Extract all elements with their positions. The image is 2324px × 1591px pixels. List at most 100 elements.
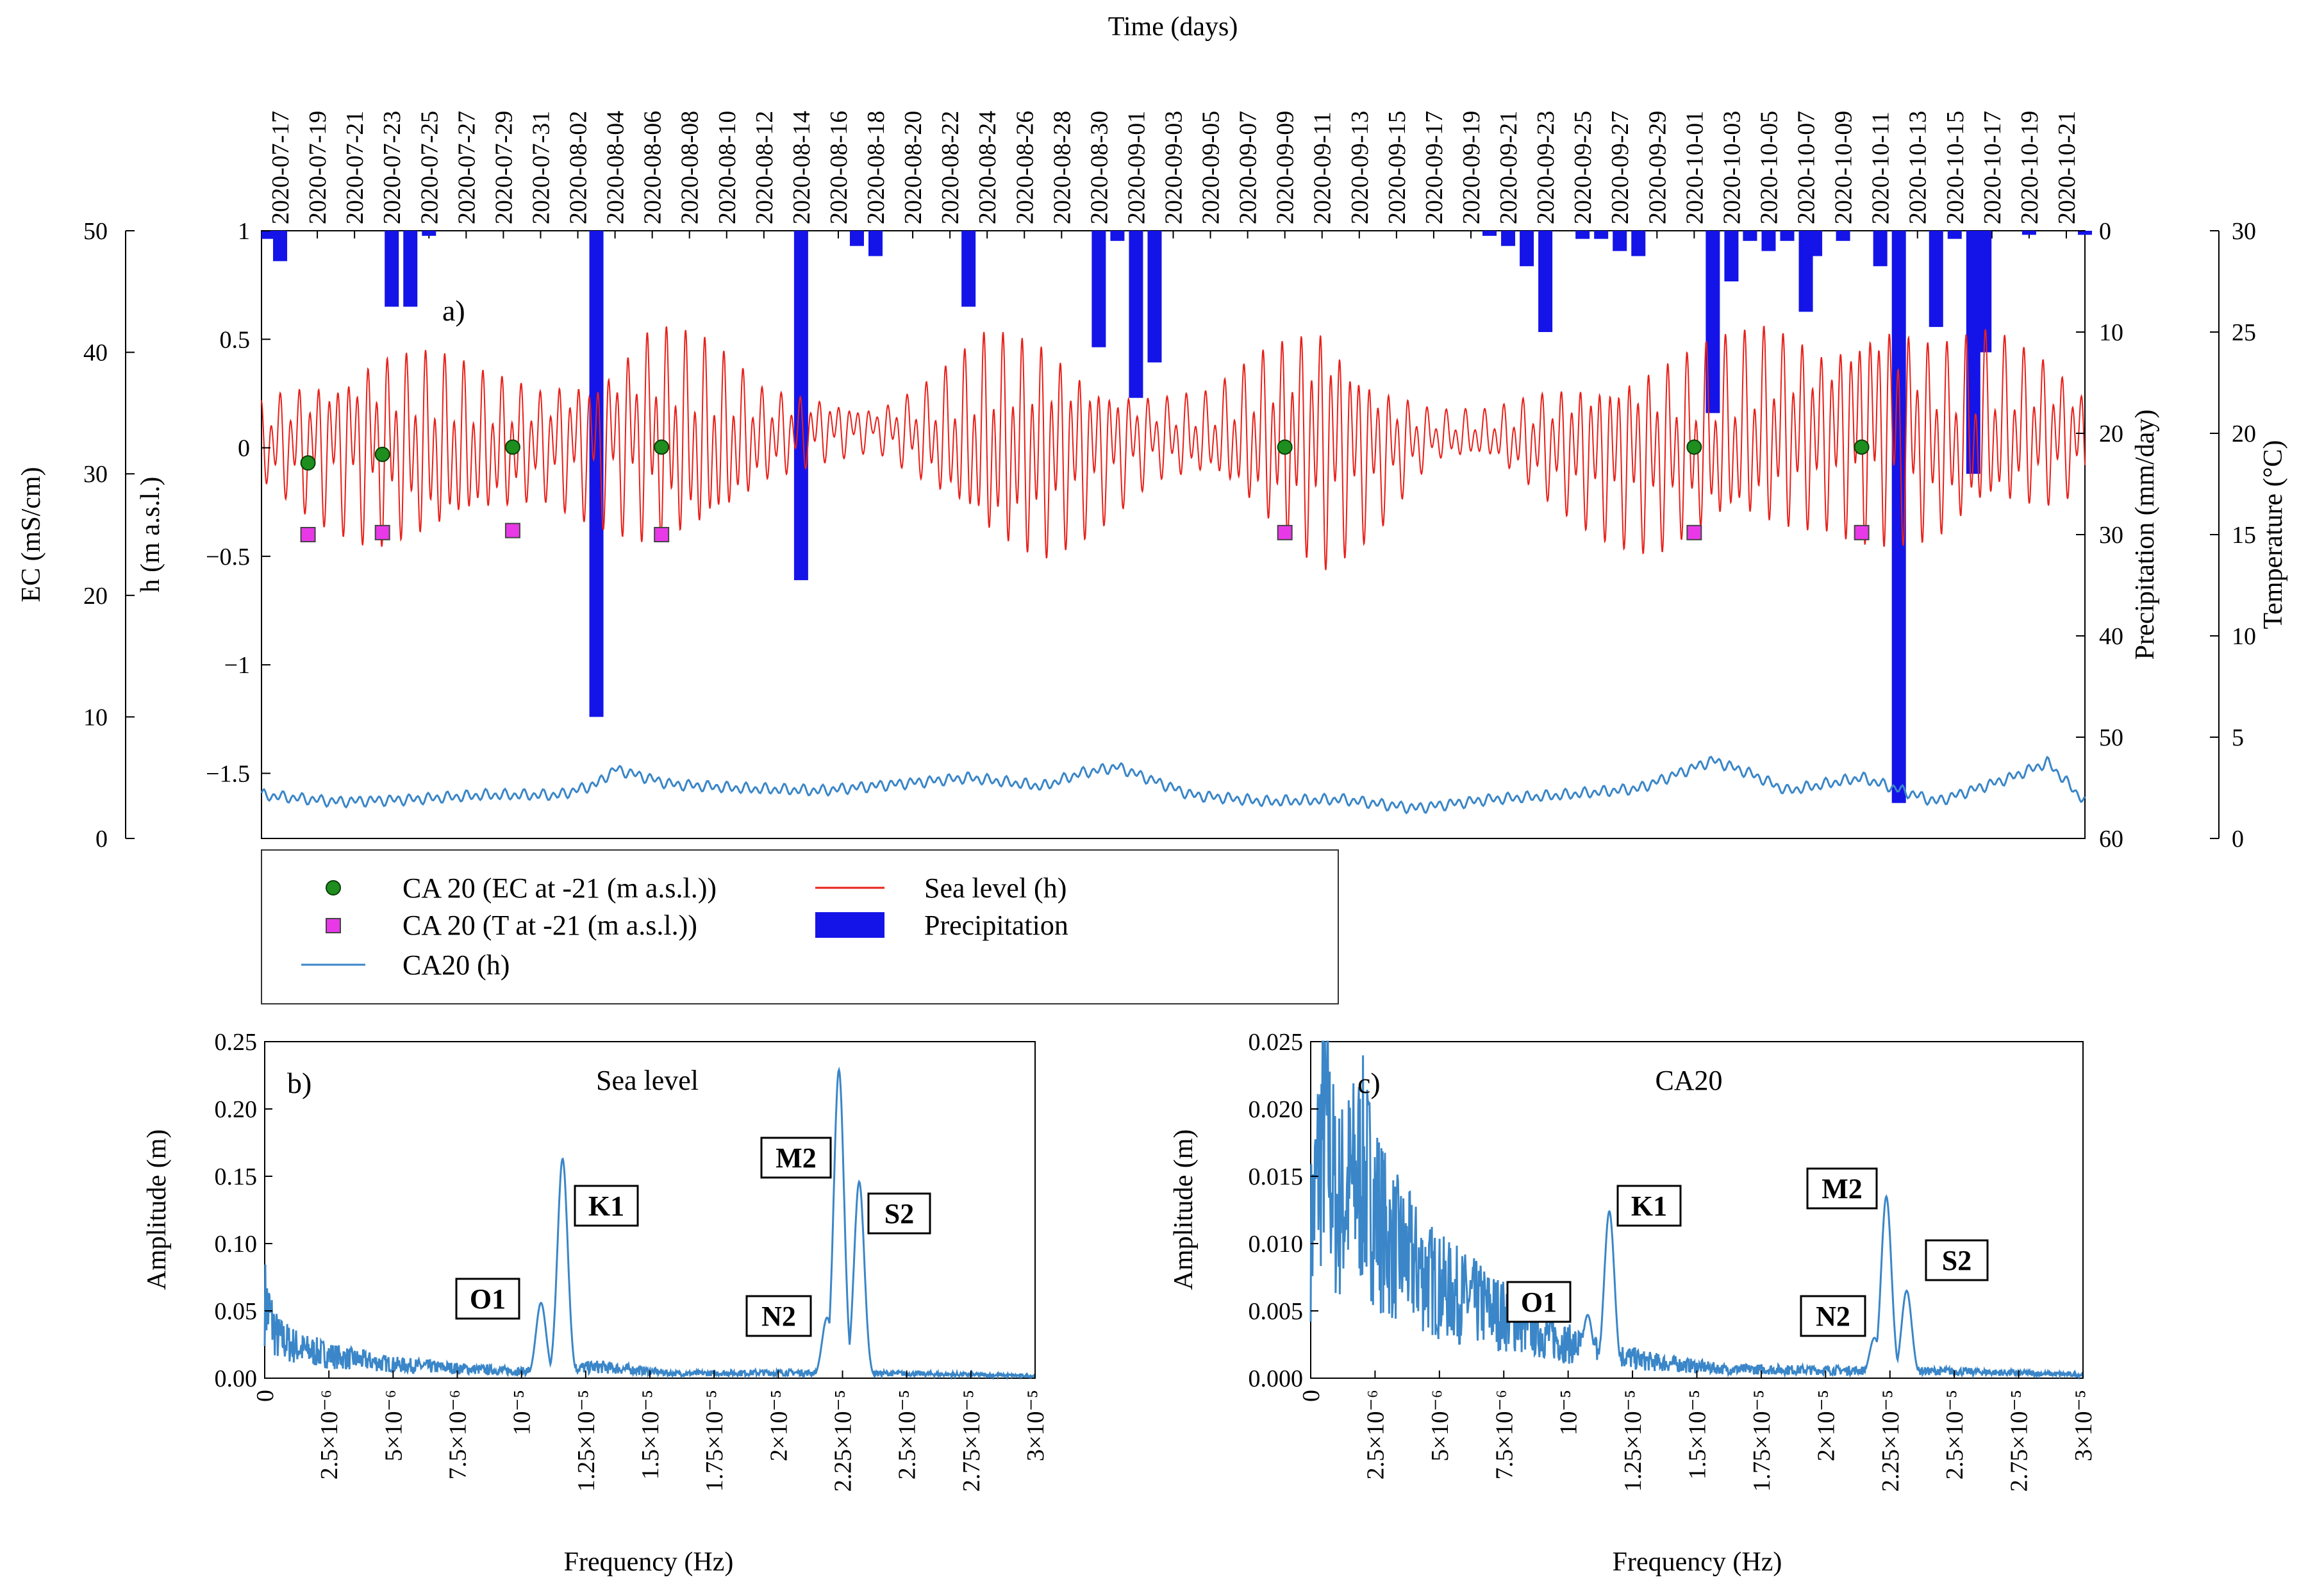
precip-bar	[589, 231, 604, 717]
panel-b-m2-box	[760, 1137, 832, 1179]
x-tick-label: 2020-09-01	[1123, 111, 1150, 224]
precip-bar	[1706, 231, 1720, 413]
temp-tick-label: 0	[2232, 826, 2244, 853]
panel-a-legend: CA 20 (EC at -21 (m a.s.l.)) CA 20 (T at…	[261, 849, 1339, 1004]
precip-bar	[1501, 231, 1516, 246]
ca20-h-line	[260, 755, 2086, 815]
precipitation-axis: 0 10 20 30 40 50 60	[2076, 218, 2123, 853]
precip-bar	[1110, 231, 1125, 241]
precip-bar	[1891, 231, 1906, 803]
ec-tick-label: 30	[83, 461, 108, 488]
ec-tick-label: 50	[83, 218, 108, 245]
x-tick-label: 2020-08-06	[640, 111, 667, 224]
y-tick-label: 0.00	[215, 1365, 258, 1392]
x-tick-label: 2020-10-09	[1830, 111, 1857, 224]
x-tick-label: 2020-10-15	[1942, 111, 1969, 224]
ec-axis: 0 10 20 30 40 50	[83, 218, 135, 853]
precip-bar	[403, 231, 418, 307]
panel-b-s2-box	[867, 1192, 931, 1235]
legend-t-marker	[326, 918, 341, 933]
h-tick-label: 0	[238, 435, 250, 462]
x-tick-label: 2020-07-31	[527, 111, 554, 224]
panel-c-k1-box	[1616, 1185, 1682, 1227]
x-tick-label: 2020-08-24	[974, 111, 1001, 224]
y-tick-label: 0.000	[1249, 1365, 1304, 1392]
t-point	[1277, 524, 1293, 540]
ec-point	[654, 439, 670, 455]
x-tick-label: 2020-07-21	[342, 111, 369, 224]
ec-axis-label: EC (mS/cm)	[17, 467, 46, 602]
precip-tick-label: 50	[2099, 724, 2123, 751]
panel-c-peak-k1: K1	[1616, 1185, 1682, 1227]
y-tick-label: 0.05	[215, 1298, 258, 1325]
x-tick-label: 5×10⁻⁶	[1427, 1390, 1454, 1462]
precip-bar	[1631, 231, 1646, 256]
x-tick-label: 2020-10-19	[2016, 111, 2043, 224]
x-tick-label: 2020-09-17	[1421, 111, 1448, 224]
x-tick-label: 2020-08-02	[565, 111, 592, 224]
ec-point	[374, 446, 390, 462]
legend-frame	[261, 849, 1339, 1004]
y-tick-label: 0.010	[1249, 1231, 1304, 1258]
panel-c-s2-label: S2	[1942, 1245, 1971, 1276]
precipitation-bars	[261, 231, 2092, 803]
x-tick-label: 2020-08-10	[714, 111, 741, 224]
panel-c-o1-label: O1	[1521, 1287, 1557, 1318]
panel-b-y-label: Amplitude (m)	[142, 1129, 172, 1290]
panel-c-m2-box	[1806, 1167, 1878, 1210]
panel-c-title: CA20	[1655, 1065, 1722, 1096]
panel-b-peak-n2: N2	[745, 1295, 812, 1337]
y-tick-label: 0.25	[215, 1029, 258, 1056]
x-tick-label: 2020-09-05	[1198, 111, 1225, 224]
x-tick-label: 2020-08-04	[602, 111, 629, 224]
precip-tick-label: 20	[2099, 421, 2123, 447]
x-tick-label: 2020-09-07	[1235, 111, 1262, 224]
precip-bar	[1594, 231, 1609, 239]
panel-b-o1-box	[455, 1278, 520, 1320]
panel-c-s2-box	[1925, 1239, 1989, 1281]
x-tick-label: 2020-10-01	[1681, 111, 1708, 224]
x-tick-label: 2020-09-19	[1458, 111, 1485, 224]
x-tick-label: 2020-10-13	[1905, 111, 1932, 224]
precip-bar	[1724, 231, 1739, 281]
x-tick-label: 2020-10-03	[1718, 111, 1745, 224]
precip-bar	[868, 231, 883, 256]
h-tick-label: 0.5	[220, 326, 251, 353]
x-tick-label: 7.5×10⁻⁶	[445, 1390, 472, 1479]
x-tick-label: 2020-10-11	[1868, 112, 1895, 224]
precip-bar	[1761, 231, 1776, 251]
x-tick-label: 2.5×10⁻⁵	[894, 1390, 921, 1479]
panel-b-axes: 0 2.5×10⁻⁶ 5×10⁻⁶ 7.5×10⁻⁶ 10⁻⁵ 1.25×10⁻⁵ 1.5×…	[215, 1029, 1050, 1492]
t-point	[654, 527, 670, 542]
temp-tick-label: 10	[2232, 623, 2256, 650]
precip-bar	[1147, 231, 1162, 363]
x-tick-label: 0	[1298, 1390, 1325, 1402]
x-tick-label: 2020-09-13	[1347, 111, 1374, 224]
panel-a-label: a)	[442, 294, 465, 327]
x-tick-label: 2020-09-29	[1644, 111, 1671, 224]
x-tick-label: 5×10⁻⁶	[380, 1390, 407, 1462]
legend-sea-label: Sea level (h)	[924, 872, 1067, 904]
precip-tick-label: 30	[2099, 522, 2123, 549]
x-tick-label: 2020-09-03	[1161, 111, 1188, 224]
precip-bar	[1977, 231, 1992, 353]
precip-bar	[261, 231, 276, 239]
legend-ec-label: CA 20 (EC at -21 (m a.s.l.))	[403, 872, 717, 904]
temp-tick-label: 15	[2232, 522, 2256, 549]
x-tick-label: 2020-07-23	[379, 111, 406, 224]
y-tick-label: 0.15	[215, 1163, 258, 1190]
x-tick-label: 2020-08-12	[751, 111, 778, 224]
y-tick-label: 0.020	[1249, 1096, 1304, 1123]
y-tick-label: 0.20	[215, 1096, 258, 1123]
y-tick-label: 0.025	[1249, 1029, 1304, 1056]
x-tick-label: 3×10⁻⁵	[1022, 1390, 1049, 1462]
x-tick-label: 2020-07-25	[416, 111, 443, 224]
t-point	[504, 522, 520, 538]
panel-b-m2-label: M2	[776, 1142, 817, 1174]
panel-a-plot-frame	[261, 230, 2086, 839]
x-tick-label: 2020-09-27	[1607, 111, 1634, 224]
precip-bar	[1575, 231, 1590, 239]
panel-c-peak-s2: S2	[1925, 1239, 1989, 1281]
precip-bar	[1929, 231, 1943, 328]
panel-c-n2-label: N2	[1816, 1301, 1850, 1332]
